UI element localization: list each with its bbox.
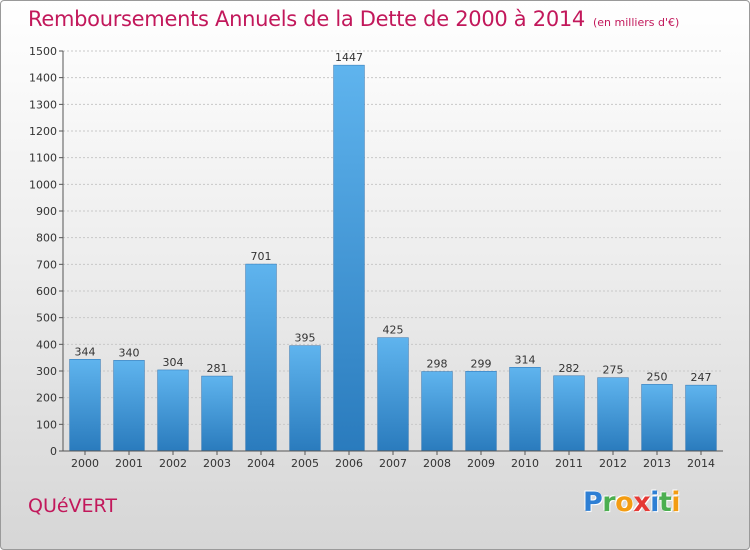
y-tick-label: 200 <box>36 392 57 405</box>
data-label: 701 <box>251 250 272 263</box>
y-tick-label: 700 <box>36 258 57 271</box>
logo-letter: P <box>583 487 603 518</box>
x-tick-label: 2006 <box>335 457 363 470</box>
bar-2004 <box>245 263 277 452</box>
y-tick-label: 1100 <box>29 152 57 165</box>
logo-letter: r <box>602 487 616 518</box>
x-tick-label: 2013 <box>643 457 671 470</box>
bar-2010 <box>509 367 541 452</box>
y-tick-label: 900 <box>36 205 57 218</box>
x-tick-label: 2012 <box>599 457 627 470</box>
x-tick-label: 2000 <box>71 457 99 470</box>
x-tick-label: 2008 <box>423 457 451 470</box>
x-tick-label: 2010 <box>511 457 539 470</box>
x-tick-label: 2002 <box>159 457 187 470</box>
proxiti-logo: Proxiti <box>583 487 681 518</box>
bar-2006 <box>333 64 365 452</box>
town-name: QUéVERT <box>28 495 117 517</box>
bar-2005 <box>289 345 321 452</box>
y-tick-label: 100 <box>36 418 57 431</box>
data-label: 298 <box>427 358 448 371</box>
x-tick-label: 2011 <box>555 457 583 470</box>
data-label: 344 <box>75 345 96 358</box>
bar-2008 <box>421 371 453 452</box>
data-label: 281 <box>207 362 228 375</box>
x-tick-label: 2014 <box>687 457 715 470</box>
x-tick-label: 2003 <box>203 457 231 470</box>
y-tick-label: 1500 <box>29 45 57 58</box>
y-tick-label: 1000 <box>29 178 57 191</box>
chart-title: Remboursements Annuels de la Dette de 20… <box>28 7 679 31</box>
y-tick-label: 800 <box>36 232 57 245</box>
bar-2003 <box>201 375 233 452</box>
data-label: 340 <box>119 346 140 359</box>
data-label: 395 <box>295 332 316 345</box>
logo-letter: t <box>658 487 672 518</box>
y-tick-label: 0 <box>50 445 57 458</box>
bar-2000 <box>69 359 101 452</box>
x-tick-label: 2001 <box>115 457 143 470</box>
y-tick-label: 600 <box>36 285 57 298</box>
logo-letter: o <box>615 487 634 518</box>
x-tick-label: 2004 <box>247 457 275 470</box>
bar-2012 <box>597 377 629 452</box>
chart-subtitle: (en milliers d'€) <box>593 16 680 29</box>
y-tick-label: 1200 <box>29 125 57 138</box>
bar-2002 <box>157 369 189 452</box>
bar-layer: 344 340 304 281 701 395 1447 425 298 299 314 282 275… <box>69 51 717 452</box>
chart-title-text: Remboursements Annuels de la Dette de 20… <box>28 7 585 31</box>
y-tick-label: 1400 <box>29 72 57 85</box>
bar-2014 <box>685 384 717 452</box>
x-tick-label: 2007 <box>379 457 407 470</box>
bar-2013 <box>641 384 673 452</box>
data-label: 425 <box>383 324 404 337</box>
data-label: 1447 <box>335 51 363 64</box>
data-label: 282 <box>559 362 580 375</box>
x-tick-label: 2005 <box>291 457 319 470</box>
axis-layer: 0 100 200 300 400 500 600 700 800 900 1000 1100 1200… <box>29 45 723 470</box>
y-tick-label: 400 <box>36 338 57 351</box>
data-label: 314 <box>515 353 536 366</box>
bar-2011 <box>553 375 585 452</box>
data-label: 247 <box>691 371 712 384</box>
data-label: 304 <box>163 356 184 369</box>
bar-2007 <box>377 337 409 452</box>
bar-2001 <box>113 360 145 452</box>
y-tick-label: 500 <box>36 312 57 325</box>
logo-letter: x <box>633 487 651 518</box>
data-label: 275 <box>603 364 624 377</box>
x-tick-label: 2009 <box>467 457 495 470</box>
logo-letter: i <box>650 487 659 518</box>
y-tick-label: 1300 <box>29 98 57 111</box>
data-label: 250 <box>647 370 668 383</box>
data-label: 299 <box>471 357 492 370</box>
bar-2009 <box>465 371 497 452</box>
y-tick-label: 300 <box>36 365 57 378</box>
logo-letter: i <box>671 487 681 518</box>
